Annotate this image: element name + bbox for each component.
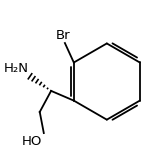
- Text: H₂N: H₂N: [4, 62, 29, 75]
- Text: Br: Br: [56, 29, 71, 42]
- Text: HO: HO: [22, 135, 42, 148]
